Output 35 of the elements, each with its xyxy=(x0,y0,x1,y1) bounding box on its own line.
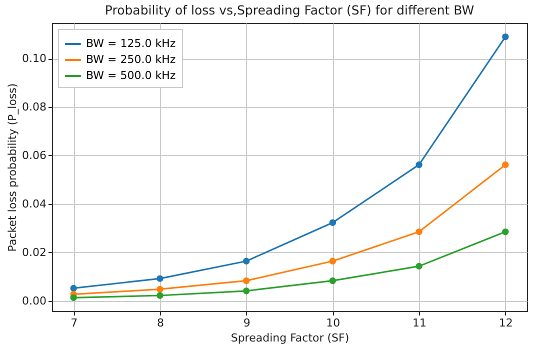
point xyxy=(416,228,422,236)
chart-title: Probability of loss vs,Spreading Factor (SF) for different BW xyxy=(104,2,474,18)
point xyxy=(242,258,250,264)
legend-label: BW = 250.0 kHz xyxy=(86,53,176,66)
point xyxy=(416,262,422,270)
y-tick-label: 0.06 xyxy=(22,148,46,162)
point xyxy=(156,286,164,293)
point xyxy=(502,33,509,40)
point xyxy=(502,161,509,168)
y-axis-title: Packet loss probability (P_loss) xyxy=(6,83,20,252)
y-tick-label: 0.04 xyxy=(22,197,46,210)
point xyxy=(156,275,164,282)
point xyxy=(70,284,77,292)
legend-label: BW = 500.0 kHz xyxy=(86,69,176,82)
point xyxy=(242,288,250,294)
x-axis-title: Spreading Factor (SF) xyxy=(230,332,350,344)
x-tick-label: 10 xyxy=(326,316,340,330)
point xyxy=(156,292,164,299)
x-tick-label: 11 xyxy=(412,316,427,330)
legend-label: BW = 125.0 kHz xyxy=(86,37,176,50)
point xyxy=(242,277,250,284)
point xyxy=(416,161,422,168)
point xyxy=(329,258,336,264)
y-tick-label: 0.02 xyxy=(22,246,46,259)
point xyxy=(329,219,336,226)
x-tick-label: 8 xyxy=(156,316,164,330)
x-tick-label: 7 xyxy=(70,316,78,330)
y-tick-label: 0.10 xyxy=(22,52,46,66)
point xyxy=(329,277,336,284)
y-tick-label: 0.08 xyxy=(22,100,46,114)
x-tick-label: 12 xyxy=(498,316,513,330)
point xyxy=(70,294,77,302)
y-tick-label: 0.00 xyxy=(22,294,46,308)
point xyxy=(502,228,509,236)
x-tick-label: 9 xyxy=(243,316,250,330)
